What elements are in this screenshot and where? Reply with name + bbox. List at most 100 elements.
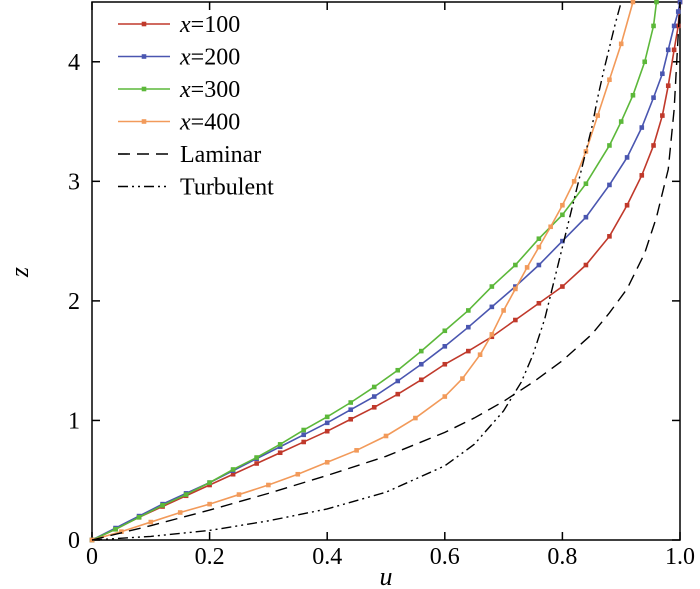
y-tick-labels: 0 1 2 3 4 bbox=[68, 50, 80, 554]
data-point bbox=[148, 519, 154, 525]
legend-marker bbox=[141, 21, 147, 27]
legend-label-val: =300 bbox=[191, 77, 241, 103]
y-tick-label: 3 bbox=[68, 169, 80, 195]
data-point bbox=[418, 361, 424, 367]
data-point bbox=[119, 529, 124, 534]
data-point bbox=[639, 125, 645, 130]
data-point bbox=[624, 202, 630, 208]
data-point bbox=[665, 83, 671, 88]
series-turbulent bbox=[91, 1, 622, 541]
data-point bbox=[651, 95, 656, 100]
data-point bbox=[489, 334, 495, 340]
y-tick-label: 1 bbox=[68, 408, 80, 434]
legend-marker bbox=[141, 86, 147, 92]
legend: x=100 x=200 x =300 x=400 Laminar Turbulent bbox=[118, 12, 274, 201]
data-point bbox=[466, 348, 471, 354]
data-point bbox=[348, 407, 354, 412]
data-point bbox=[136, 514, 142, 520]
data-point bbox=[607, 143, 612, 148]
data-point bbox=[207, 482, 212, 488]
x-tick-label: 1.0 bbox=[665, 544, 695, 570]
data-point bbox=[466, 324, 471, 330]
x-tick-label: 0.6 bbox=[430, 544, 460, 570]
data-point bbox=[277, 442, 283, 447]
x-tick-label: 0.4 bbox=[312, 544, 342, 570]
data-point bbox=[560, 212, 565, 218]
legend-label-val: =100 bbox=[191, 12, 241, 38]
data-point bbox=[277, 444, 283, 450]
legend-label-val: =400 bbox=[191, 110, 241, 136]
data-point bbox=[395, 391, 401, 397]
x-tick-label: 0 bbox=[86, 544, 98, 570]
data-point bbox=[301, 439, 306, 445]
data-point bbox=[418, 377, 424, 383]
data-point bbox=[571, 179, 577, 184]
data-point bbox=[513, 317, 518, 323]
data-point bbox=[630, 92, 636, 98]
data-point bbox=[660, 71, 665, 77]
data-point bbox=[560, 202, 565, 208]
data-point bbox=[354, 448, 359, 453]
data-point bbox=[671, 23, 677, 29]
data-point bbox=[671, 47, 677, 53]
x-tick-label: 0.8 bbox=[547, 544, 577, 570]
legend-marker bbox=[141, 54, 147, 59]
data-point bbox=[383, 433, 389, 439]
data-point bbox=[207, 501, 212, 507]
data-point bbox=[301, 427, 306, 433]
legend-label-var: x bbox=[179, 12, 191, 38]
data-point bbox=[524, 265, 530, 270]
data-point bbox=[513, 262, 518, 268]
data-point bbox=[395, 367, 401, 373]
data-point bbox=[295, 471, 301, 477]
legend-label: Turbulent bbox=[180, 175, 274, 201]
data-point bbox=[489, 332, 495, 337]
data-point bbox=[630, 0, 636, 5]
data-point bbox=[660, 113, 665, 118]
data-point bbox=[665, 47, 671, 53]
data-point bbox=[324, 414, 330, 420]
data-point bbox=[607, 234, 612, 239]
data-point bbox=[642, 59, 648, 65]
data-point bbox=[301, 432, 306, 438]
legend-label-val: =200 bbox=[191, 45, 241, 71]
series-x-300 bbox=[89, 0, 659, 543]
data-point bbox=[654, 0, 659, 5]
legend-label: Laminar bbox=[180, 142, 261, 168]
legend-label: x=100 bbox=[179, 12, 240, 38]
data-point bbox=[324, 459, 330, 465]
legend-label: x=400 bbox=[179, 110, 240, 136]
legend-marker bbox=[141, 119, 147, 124]
data-point bbox=[277, 450, 283, 456]
y-tick-label: 0 bbox=[68, 528, 80, 554]
data-point bbox=[583, 214, 589, 220]
x-tick-label: 0.2 bbox=[195, 544, 225, 570]
data-point bbox=[583, 262, 589, 268]
data-point bbox=[254, 461, 259, 466]
data-point bbox=[624, 155, 630, 160]
y-tick-label: 2 bbox=[68, 289, 80, 315]
data-point bbox=[177, 510, 183, 515]
data-point bbox=[160, 503, 165, 508]
data-point bbox=[236, 492, 242, 497]
data-point bbox=[466, 308, 471, 313]
data-point bbox=[639, 173, 645, 178]
series-x-200 bbox=[89, 0, 683, 543]
data-point bbox=[489, 284, 495, 289]
data-point bbox=[560, 284, 565, 289]
data-point bbox=[548, 224, 553, 230]
data-point bbox=[371, 404, 377, 410]
data-point bbox=[536, 236, 542, 242]
data-point bbox=[651, 23, 656, 29]
data-point bbox=[254, 455, 259, 460]
data-point bbox=[348, 416, 354, 422]
data-point bbox=[513, 286, 518, 292]
data-point bbox=[183, 492, 189, 497]
data-point bbox=[348, 400, 354, 405]
series-x-400 bbox=[89, 0, 636, 543]
series-laminar bbox=[91, 1, 681, 541]
data-point bbox=[651, 143, 656, 148]
data-point bbox=[513, 284, 518, 289]
data-point bbox=[536, 244, 542, 250]
legend-label: x=200 bbox=[179, 45, 240, 71]
